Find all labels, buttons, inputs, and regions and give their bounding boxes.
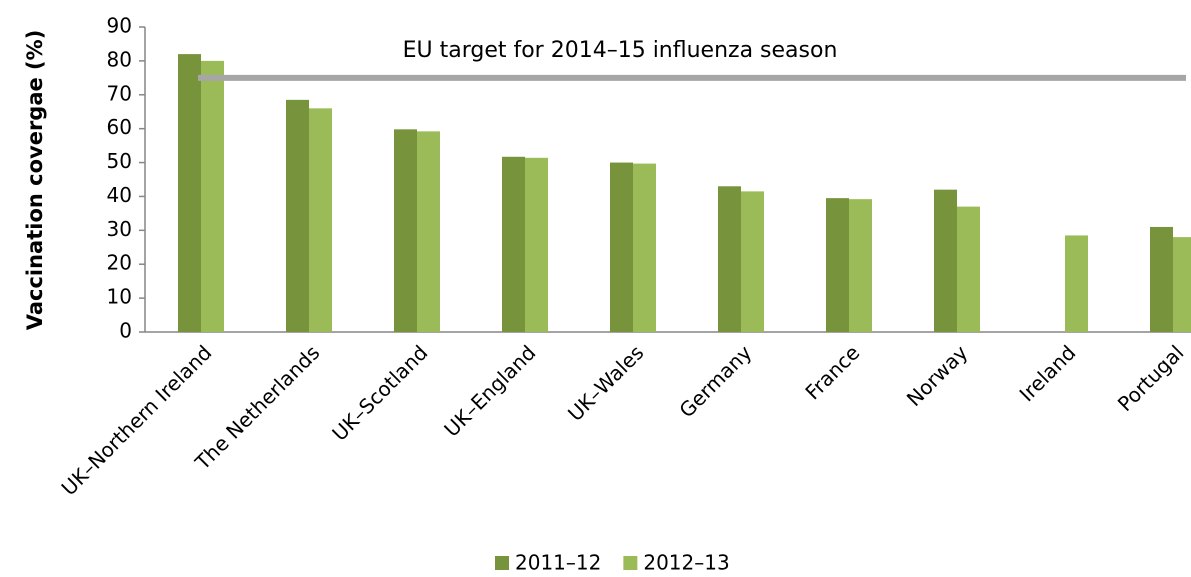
y-tick-label: 50 bbox=[107, 149, 132, 173]
legend-swatch bbox=[495, 556, 509, 570]
y-axis-label: Vaccination covergae (%) bbox=[23, 30, 47, 331]
bar bbox=[633, 163, 656, 332]
y-tick-label: 20 bbox=[107, 251, 132, 275]
x-tick-label: Ireland bbox=[1015, 340, 1081, 406]
bar bbox=[525, 157, 548, 332]
y-tick-label: 30 bbox=[107, 217, 132, 241]
x-tick-label: France bbox=[800, 340, 864, 404]
legend-label: 2012–13 bbox=[643, 551, 729, 575]
bar bbox=[957, 206, 980, 332]
bar bbox=[178, 54, 201, 332]
x-tick-label: Portugal bbox=[1113, 340, 1189, 416]
bar bbox=[286, 99, 309, 332]
bar bbox=[201, 60, 224, 333]
x-tick-label: UK–England bbox=[439, 340, 540, 441]
y-tick-label: 60 bbox=[107, 115, 132, 139]
bar bbox=[394, 129, 417, 332]
legend-swatch bbox=[623, 556, 638, 570]
y-tick-label: 80 bbox=[107, 47, 132, 71]
bar bbox=[1150, 226, 1173, 332]
y-tick-label: 70 bbox=[107, 81, 132, 105]
y-tick-label: 90 bbox=[107, 14, 132, 38]
bar bbox=[934, 189, 957, 332]
bar bbox=[741, 191, 764, 332]
bar bbox=[417, 131, 440, 332]
bar bbox=[718, 186, 741, 332]
bar bbox=[1065, 235, 1088, 332]
y-tick-label: 0 bbox=[119, 319, 132, 343]
bar bbox=[502, 156, 525, 332]
x-tick-label: UK–Wales bbox=[563, 340, 648, 425]
x-tick-label: Norway bbox=[902, 340, 973, 411]
x-tick-label: Germany bbox=[674, 340, 756, 422]
bar bbox=[849, 199, 872, 332]
legend-label: 2011–12 bbox=[515, 551, 601, 575]
y-tick-label: 40 bbox=[107, 183, 132, 207]
bar bbox=[309, 108, 332, 332]
y-tick-label: 10 bbox=[107, 285, 132, 309]
bar bbox=[1173, 237, 1191, 332]
bar bbox=[826, 198, 849, 332]
target-label: EU target for 2014–15 influenza season bbox=[403, 38, 838, 63]
x-tick-label: UK–Scotland bbox=[327, 340, 432, 445]
bar bbox=[610, 162, 633, 332]
x-tick-label: UK–Northern Ireland bbox=[57, 340, 217, 500]
